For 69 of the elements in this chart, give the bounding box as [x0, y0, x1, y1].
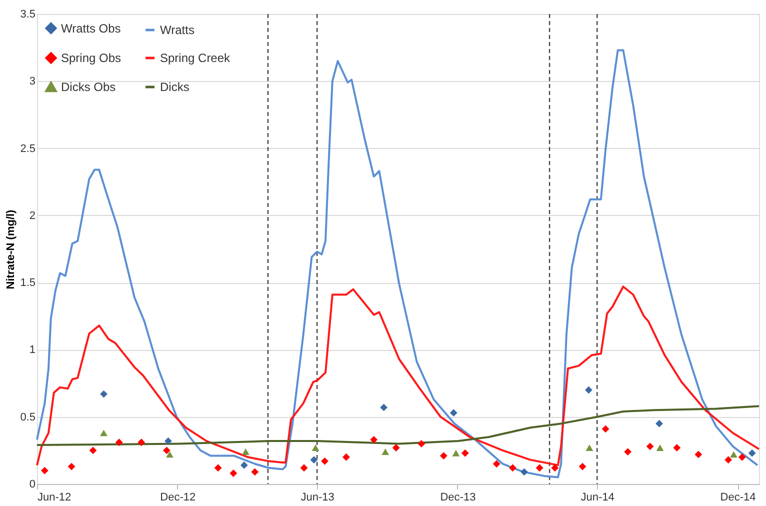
point: [392, 444, 400, 452]
legend-label: Spring Creek: [160, 51, 232, 65]
point: [166, 451, 174, 458]
y-tick-label: 1: [29, 344, 36, 356]
point: [230, 470, 238, 477]
point: [656, 444, 664, 451]
point: [656, 420, 663, 428]
y-tick-label: 3.5: [20, 8, 36, 20]
x-tick-label: Jun-14: [580, 492, 614, 504]
point: [578, 462, 586, 470]
x-tick-label: Dec-12: [160, 492, 196, 504]
point: [586, 444, 594, 451]
x-tick-label: Jun-12: [38, 492, 72, 504]
x-tick-label: Dec-13: [440, 492, 476, 504]
point: [730, 451, 738, 458]
legend-label: Dicks Obs: [61, 80, 116, 94]
legend-label: Wratts Obs: [61, 21, 121, 36]
point: [673, 444, 681, 452]
point: [509, 464, 516, 472]
y-tick-label: 2: [29, 210, 36, 222]
point: [738, 453, 746, 461]
point: [370, 436, 378, 444]
point: [162, 446, 170, 454]
point: [214, 464, 222, 472]
y-tick-label: 0: [29, 478, 36, 490]
point: [310, 456, 318, 464]
point: [240, 461, 248, 469]
point: [89, 446, 97, 454]
legend-label: Wratts: [160, 23, 194, 37]
legend-label: Dicks: [160, 80, 190, 94]
y-tick-label: 1.5: [20, 277, 36, 290]
y-tick-label: 3: [29, 76, 36, 88]
point: [100, 430, 108, 436]
point: [251, 468, 259, 476]
point: [450, 409, 458, 417]
point: [520, 468, 528, 476]
point: [551, 464, 559, 472]
point: [164, 437, 172, 445]
point: [461, 449, 469, 457]
point: [312, 444, 320, 451]
point: [40, 466, 48, 474]
point: [382, 448, 390, 455]
x-tick-label: Jun-13: [300, 492, 334, 504]
point: [694, 450, 702, 458]
point: [748, 449, 756, 457]
point: [115, 438, 123, 446]
point: [242, 448, 250, 455]
point: [418, 440, 426, 448]
point: [602, 425, 610, 433]
point: [584, 386, 592, 394]
y-tick-label: 2.5: [20, 142, 36, 155]
point: [452, 450, 460, 456]
y-axis-title: Nitrate-N (mg/l): [5, 209, 18, 290]
point: [138, 438, 146, 446]
point: [492, 460, 500, 468]
point: [624, 448, 632, 456]
point: [68, 462, 76, 470]
point: [724, 456, 732, 464]
point: [536, 464, 544, 472]
point: [380, 404, 388, 412]
legend-label: Spring Obs: [61, 51, 122, 65]
y-tick-label: 0.5: [20, 411, 36, 424]
line-series: [36, 49, 758, 478]
point: [300, 464, 308, 472]
point: [646, 442, 654, 450]
point: [321, 457, 328, 465]
point: [342, 453, 350, 461]
point: [440, 452, 448, 460]
x-tick-label: Dec-14: [720, 492, 756, 504]
